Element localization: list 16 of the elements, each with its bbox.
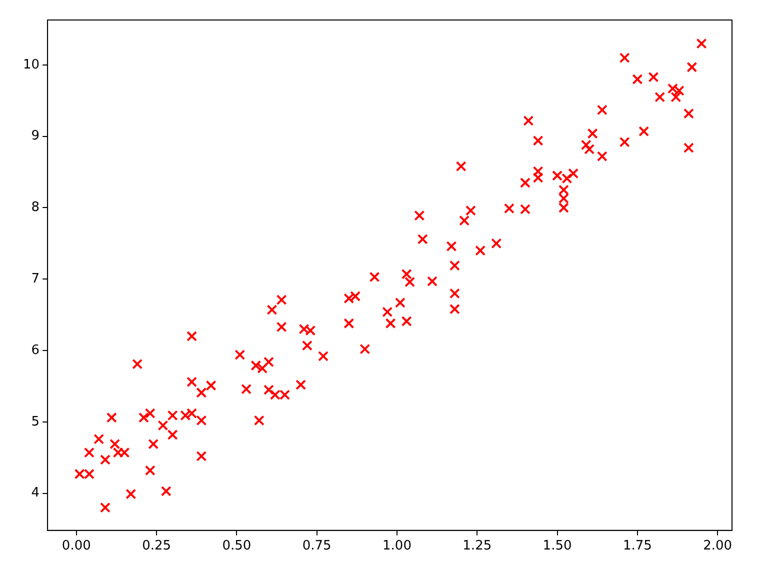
x-tick-label: 0.75 <box>302 538 332 554</box>
x-tick-label: 1.00 <box>382 538 412 554</box>
x-tick-label: 0.00 <box>62 538 91 554</box>
y-tick-label: 10 <box>22 57 40 72</box>
y-tick-label: 9 <box>31 128 40 144</box>
y-tick-label: 5 <box>31 414 40 430</box>
y-tick-label: 8 <box>31 200 40 216</box>
y-tick-label: 7 <box>31 272 40 286</box>
y-tick-label: 4 <box>31 486 40 501</box>
x-tick-label: 0.50 <box>222 538 252 554</box>
y-tick-label: 6 <box>31 342 40 358</box>
x-tick-label: 1.75 <box>622 538 652 554</box>
x-tick-label: 1.50 <box>542 538 572 554</box>
x-tick-label: 0.25 <box>142 538 172 554</box>
x-tick-label: 2.00 <box>703 538 732 554</box>
x-tick-label: 1.25 <box>462 538 492 554</box>
